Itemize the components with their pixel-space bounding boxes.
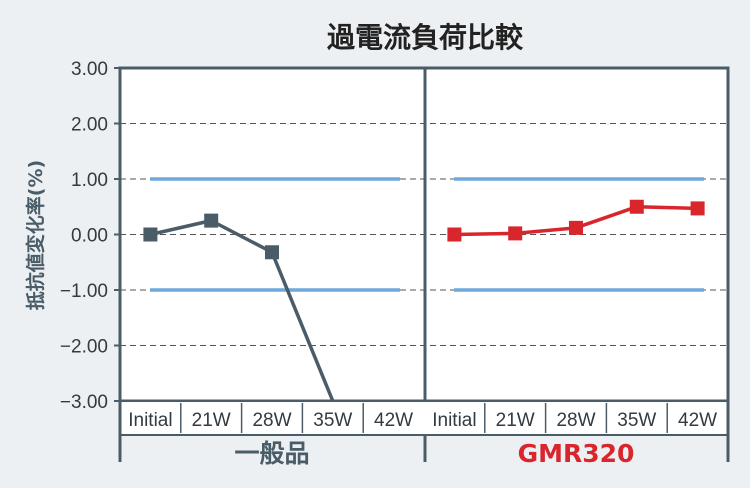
data-series: [143, 199, 705, 402]
data-point: [508, 226, 523, 241]
reference-lines: [150, 177, 704, 292]
x-tick-label: 42W: [374, 410, 413, 431]
y-tick-label: 2.00: [71, 115, 108, 136]
data-point: [143, 227, 158, 242]
x-tick-label: 21W: [496, 410, 535, 431]
y-tick-label: −3.00: [60, 392, 108, 413]
x-tick-label: 28W: [252, 410, 291, 431]
data-point: [447, 227, 462, 242]
chart-title: 過電流負荷比較: [327, 21, 524, 54]
x-tick-label: Initial: [432, 410, 476, 431]
series-line: [150, 218, 335, 402]
data-point: [569, 220, 583, 235]
group-labels: 一般品 GMR320: [234, 439, 634, 468]
group-label: GMR320: [518, 439, 635, 468]
y-tick-label: −1.00: [60, 281, 108, 302]
y-tick-label: 3.00: [71, 59, 108, 80]
x-tick-label: 35W: [313, 410, 352, 431]
y-tick-label: −2.00: [60, 337, 108, 358]
data-point: [204, 213, 219, 228]
group-label: 一般品: [234, 439, 309, 468]
data-point: [690, 201, 705, 216]
data-point: [629, 199, 644, 214]
x-tick-label: 21W: [192, 410, 231, 431]
y-tick-label: 1.00: [71, 170, 108, 191]
y-axis-label: 抵抗値変化率(%): [24, 160, 47, 310]
x-tick-label: 42W: [678, 410, 717, 431]
x-tick-label: 28W: [556, 410, 595, 431]
y-ticks: 3.00 2.00 1.00 0.00 −1.00 −2.00 −3.00: [60, 59, 120, 413]
y-tick-label: 0.00: [71, 226, 108, 247]
x-tick-label: 35W: [617, 410, 656, 431]
x-tick-label: Initial: [128, 410, 172, 431]
x-axis: Initial 21W 28W 35W 42W Initial 21W 28W 35W 42W: [118, 400, 730, 462]
data-point: [265, 245, 279, 260]
